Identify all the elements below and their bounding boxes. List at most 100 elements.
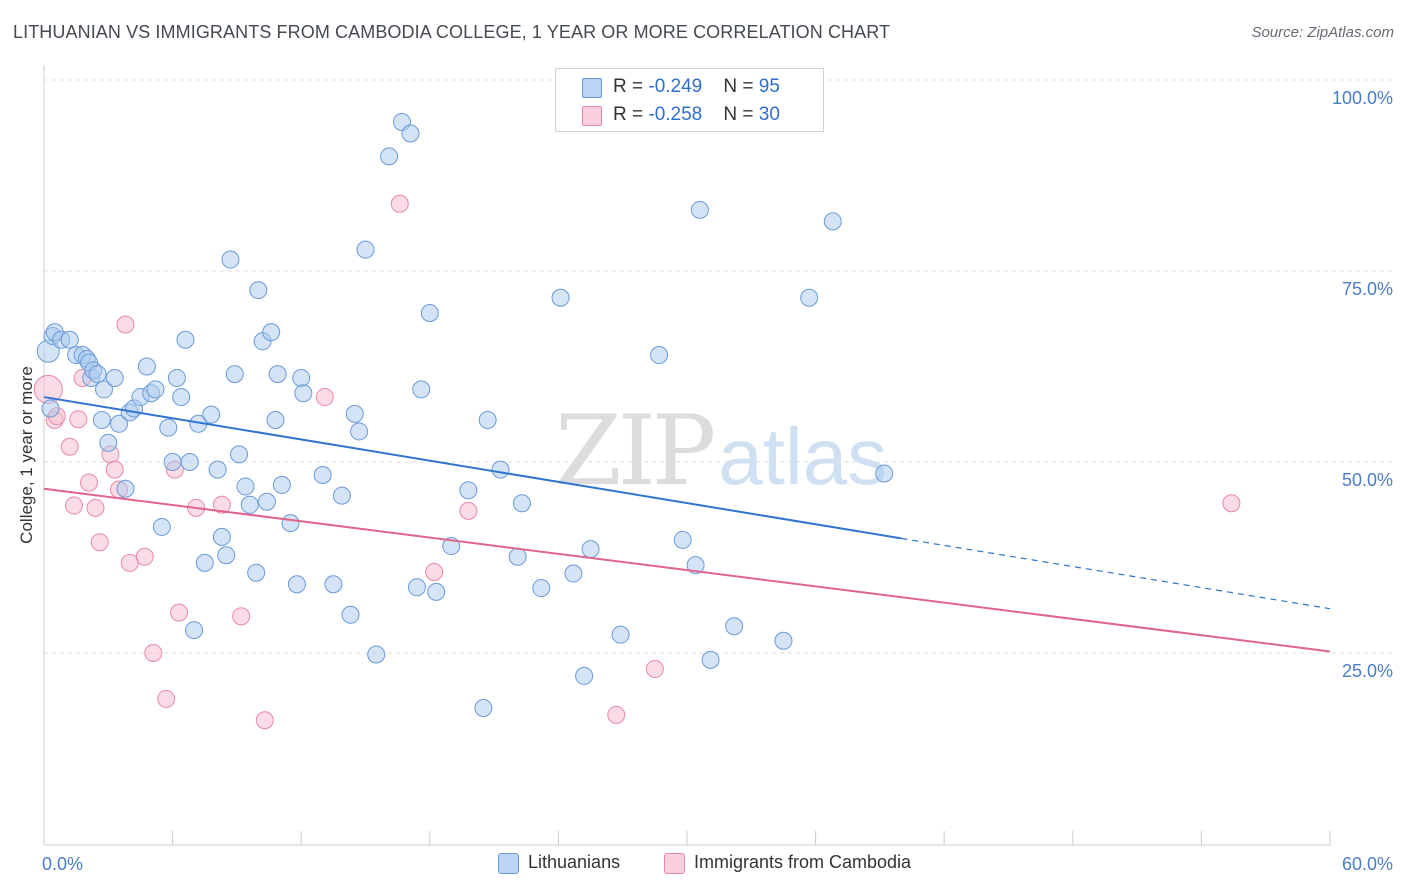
lithuanian-point (367, 645, 386, 664)
lithuanian-point (686, 556, 705, 575)
lithuanian-point (287, 575, 306, 594)
lithuanian-point (800, 288, 819, 307)
lithuanian-point (774, 631, 793, 650)
lithuanian-point (292, 368, 311, 387)
lithuanian-point (294, 384, 313, 403)
lithuanian-point (701, 650, 720, 669)
legend-n-label: N = (723, 104, 759, 125)
lithuanian-point (137, 357, 156, 376)
lithuanian-point (180, 453, 199, 471)
cambodia-point (170, 603, 189, 622)
watermark: ZIPatlas (555, 395, 887, 507)
legend-swatch-blue (582, 78, 602, 98)
correlation-legend: R = -0.249 N = 95 R = -0.258 N = 30 (555, 68, 824, 132)
bottom-legend-label: Lithuanians (528, 852, 621, 872)
cambodia-point (80, 473, 99, 492)
y-tick-label: 25.0% (1342, 661, 1393, 681)
lithuanian-point (332, 486, 351, 505)
lithuanian-point (508, 547, 527, 566)
lithuanian-point (272, 475, 291, 494)
lithuanian-point (105, 368, 124, 387)
lithuanian-point (230, 445, 249, 464)
lithuanian-point (407, 578, 426, 597)
cambodia-point (86, 498, 105, 517)
bottom-swatch-pink (664, 853, 685, 874)
y-tick-label: 75.0% (1342, 279, 1393, 299)
lithuanian-point (172, 388, 191, 407)
cambodia-point (90, 533, 109, 552)
lithuanian-point (99, 433, 118, 452)
lithuanian-point (581, 540, 600, 559)
lithuanian-point (88, 365, 107, 384)
lithuanian-point (146, 380, 165, 399)
cambodia-point (135, 547, 154, 566)
lithuanian-point (512, 494, 531, 513)
lithuanian-point (167, 368, 186, 387)
cambodia-trend-line (43, 487, 1331, 653)
lithuanian-trend-extension (901, 537, 1331, 610)
lithuanian-point (92, 410, 111, 429)
watermark-zip: ZIP (555, 395, 716, 507)
cambodia-point (232, 607, 251, 626)
lithuanian-point (650, 346, 669, 365)
lithuanian-point (324, 575, 343, 594)
lithuanian-point (225, 365, 244, 384)
cambodia-point (65, 496, 84, 515)
legend-n-value: 95 (758, 76, 780, 97)
lithuanian-point (236, 477, 255, 496)
lithuanian-point (195, 553, 214, 572)
cambodia-point (69, 410, 88, 429)
lithuanian-point (208, 460, 227, 479)
x-tick-label-max: 60.0% (1342, 854, 1393, 874)
cambodia-point (212, 495, 231, 514)
y-tick-label: 50.0% (1342, 470, 1393, 490)
lithuanian-point (257, 492, 276, 511)
lithuanian-point (313, 465, 332, 484)
legend-r-label: R = (613, 104, 649, 125)
lithuanian-point (356, 240, 375, 259)
legend-swatch-pink (582, 106, 602, 126)
cambodia-point (459, 501, 478, 520)
axis-labels: 25.0% 50.0% 75.0% 100.0% 0.0% 60.0% College, 1… (17, 88, 1393, 874)
cambodia-point (105, 460, 124, 479)
lithuanian-point (345, 404, 364, 423)
legend-n-label: N = (723, 76, 759, 97)
lithuanian-point (281, 514, 300, 533)
lithuanian-point (262, 323, 281, 342)
lithuanian-points (36, 113, 894, 718)
lithuanian-point (350, 422, 369, 441)
lithuanian-point (551, 288, 570, 307)
cambodia-point (144, 644, 163, 662)
cambodia-point (120, 553, 139, 572)
lithuanian-point (176, 330, 195, 349)
cambodia-point (425, 563, 444, 582)
lithuanian-point (159, 418, 178, 437)
lithuanian-point (474, 699, 493, 718)
cambodia-point (315, 388, 334, 407)
grid-lines (44, 79, 1392, 654)
x-tick-label-min: 0.0% (42, 854, 83, 874)
cambodia-point (60, 437, 79, 456)
lithuanian-point (673, 530, 692, 549)
lithuanian-point (60, 330, 79, 349)
cambodia-point (390, 194, 409, 213)
cambodia-point (116, 315, 135, 334)
lithuanian-point (420, 304, 439, 323)
lithuanian-point (240, 495, 259, 514)
chart-title: LITHUANIAN VS IMMIGRANTS FROM CAMBODIA C… (13, 22, 891, 42)
lithuanian-point (249, 281, 268, 300)
lithuanian-point (41, 399, 60, 418)
lithuanian-point (163, 453, 182, 471)
axes (43, 65, 1331, 846)
lithuanian-point (401, 124, 420, 143)
bottom-legend-label: Immigrants from Cambodia (694, 852, 912, 872)
lithuanian-point (564, 564, 583, 583)
lithuanian-point (185, 621, 204, 640)
lithuanian-point (266, 410, 285, 429)
y-axis-title: College, 1 year or more (17, 366, 36, 544)
lithuanian-trend-line (43, 396, 902, 540)
lithuanian-point (116, 479, 135, 498)
lithuanian-point (532, 579, 551, 598)
lithuanian-point (221, 250, 240, 269)
